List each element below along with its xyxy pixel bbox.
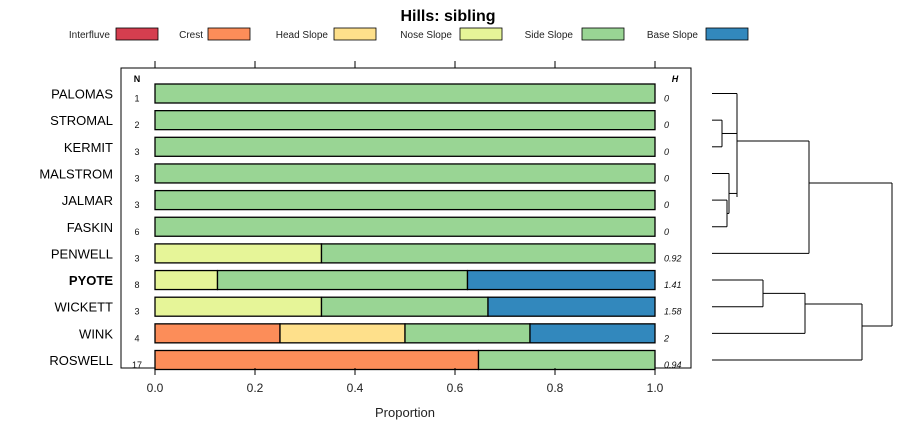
x-tick-label: 1.0: [647, 381, 664, 395]
row-h: 1.58: [664, 307, 682, 317]
bar-segment: [154, 83, 656, 104]
row-h: 0: [664, 200, 669, 210]
dendrogram: [712, 93, 893, 361]
row-n: 4: [134, 333, 139, 343]
bar-segment: [154, 189, 656, 211]
bar-segment: [154, 349, 480, 371]
row-label: FASKIN: [67, 220, 113, 235]
bar-segment: [320, 243, 656, 264]
legend-swatch: [207, 27, 251, 41]
legend-swatch: [333, 27, 377, 41]
bar-segment: [320, 296, 489, 317]
x-tick-label: 0.2: [247, 381, 264, 395]
row-n: 8: [134, 280, 139, 290]
row-h: 0: [664, 173, 669, 183]
x-axis-title: Proportion: [375, 405, 435, 420]
legend-label: Crest: [179, 30, 203, 41]
bar-segment: [154, 163, 656, 184]
bar-segment: [154, 269, 219, 291]
bar-segment: [154, 243, 323, 264]
row-h: 0: [664, 147, 669, 157]
bar-segment: [154, 323, 281, 344]
legend-label: Nose Slope: [400, 30, 452, 41]
row-label: MALSTROM: [39, 166, 113, 181]
row-n: 1: [134, 94, 139, 104]
row-n: 3: [134, 200, 139, 210]
h-column-header: H: [672, 74, 679, 84]
n-column-header: N: [134, 74, 141, 84]
bar-segment: [154, 110, 656, 131]
x-axis: 0.0 0.2 0.4 0.6 0.8 1.0: [147, 61, 664, 395]
chart-title: Hills: sibling: [400, 8, 495, 25]
row-n: 3: [134, 147, 139, 157]
row-label: JALMAR: [62, 193, 113, 208]
row-n: 17: [132, 360, 142, 370]
legend: Interfluve Crest Head Slope Nose Slope Side …: [69, 27, 749, 41]
row-label: PYOTE: [69, 273, 113, 288]
row-h: 0.94: [664, 360, 682, 370]
row-n: 3: [134, 253, 139, 263]
row-n: 2: [134, 120, 139, 130]
bar-segment: [279, 323, 406, 344]
legend-swatch: [115, 27, 159, 41]
row-label: PALOMAS: [51, 87, 113, 102]
bar-segment: [487, 296, 656, 317]
legend-swatch: [459, 27, 503, 41]
row-label: ROSWELL: [49, 353, 113, 368]
bar-segment: [404, 323, 531, 344]
x-tick-label: 0.0: [147, 381, 164, 395]
row-n: 3: [134, 307, 139, 317]
bar-segment: [216, 269, 469, 291]
row-label: STROMAL: [50, 113, 113, 128]
row-h: 0: [664, 120, 669, 130]
row-h: 0: [664, 94, 669, 104]
bar-segment: [529, 323, 656, 344]
legend-label: Head Slope: [276, 30, 329, 41]
bar-segment: [466, 269, 656, 291]
bar-segment: [154, 216, 656, 237]
row-n: 3: [134, 173, 139, 183]
bar-segment: [477, 349, 656, 371]
row-h: 2: [663, 333, 669, 343]
legend-label: Interfluve: [69, 30, 111, 41]
row-h: 1.41: [664, 280, 682, 290]
bars: PALOMAS 1 0 STROMAL 2 0 KERMIT 3 0 MALSTROM 3 0 JALM…: [39, 83, 682, 371]
row-label: KERMIT: [64, 140, 113, 155]
x-tick-label: 0.4: [347, 381, 364, 395]
row-h: 0: [664, 227, 669, 237]
row-n: 6: [134, 227, 139, 237]
x-tick-label: 0.6: [447, 381, 464, 395]
legend-label: Side Slope: [525, 30, 574, 41]
bar-segment: [154, 136, 656, 157]
row-label: PENWELL: [51, 246, 113, 261]
x-tick-label: 0.8: [547, 381, 564, 395]
legend-swatch: [705, 27, 749, 41]
row-label: WINK: [79, 326, 113, 341]
legend-swatch: [581, 27, 625, 41]
legend-label: Base Slope: [647, 30, 699, 41]
bar-segment: [154, 296, 323, 317]
row-label: WICKETT: [55, 300, 114, 315]
row-h: 0.92: [664, 253, 682, 263]
